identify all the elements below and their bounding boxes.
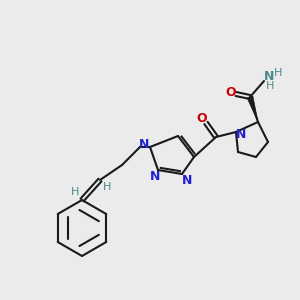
Text: N: N bbox=[150, 170, 160, 184]
Text: H: H bbox=[103, 182, 111, 192]
Text: N: N bbox=[182, 173, 192, 187]
Text: N: N bbox=[264, 70, 274, 83]
Text: N: N bbox=[139, 139, 149, 152]
Text: O: O bbox=[197, 112, 207, 125]
Text: O: O bbox=[226, 86, 236, 100]
Text: H: H bbox=[266, 81, 274, 91]
Polygon shape bbox=[247, 96, 258, 122]
Text: H: H bbox=[274, 68, 282, 78]
Text: N: N bbox=[236, 128, 246, 140]
Text: H: H bbox=[71, 187, 79, 197]
